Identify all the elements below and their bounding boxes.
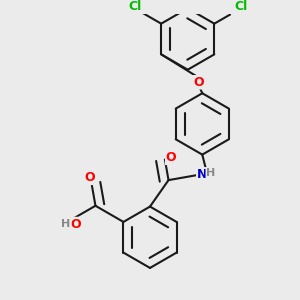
Text: H: H (61, 219, 71, 229)
Text: O: O (85, 171, 95, 184)
Text: Cl: Cl (234, 0, 248, 13)
Text: Cl: Cl (128, 0, 142, 13)
Text: H: H (206, 168, 215, 178)
Text: N: N (197, 168, 207, 181)
Text: O: O (71, 218, 81, 230)
Text: O: O (166, 151, 176, 164)
Text: O: O (193, 76, 204, 89)
